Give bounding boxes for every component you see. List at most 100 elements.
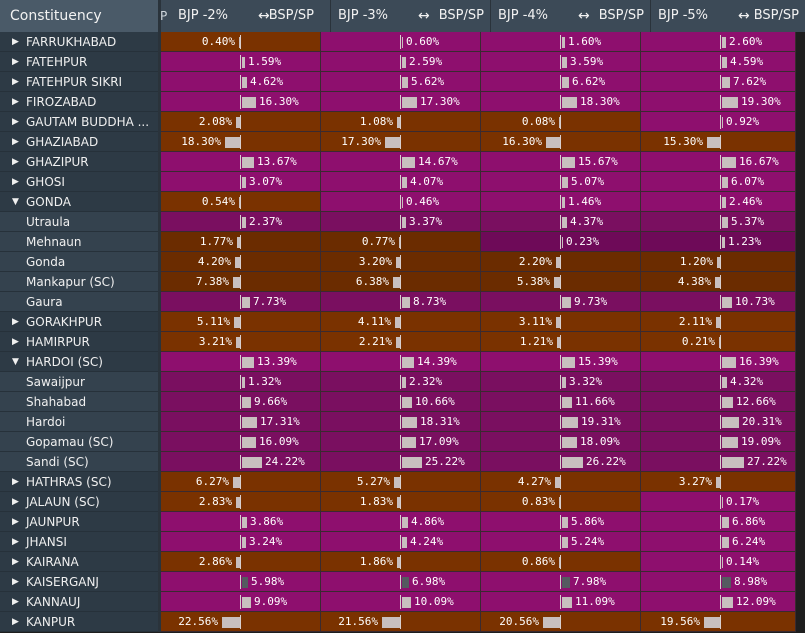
swing-cell[interactable]: 17.30%	[321, 92, 481, 112]
swing-cell[interactable]: 0.21%	[641, 332, 796, 352]
constituency-cell[interactable]: ▶ JHANSI	[0, 532, 158, 552]
column-header-constituency[interactable]: Constituency	[0, 0, 158, 32]
constituency-cell[interactable]: ▶ HATHRAS (SC)	[0, 472, 158, 492]
constituency-cell[interactable]: ▶ GAUTAM BUDDHA ...	[0, 112, 158, 132]
swing-cell[interactable]: 2.83%	[161, 492, 321, 512]
swing-cell[interactable]: 18.31%	[321, 412, 481, 432]
table-row-child[interactable]: Gopamau (SC) 16.09% 17.09% 18.09% 19.09%	[0, 432, 805, 452]
swing-cell[interactable]: 0.40%	[161, 32, 321, 52]
constituency-cell[interactable]: Utraula	[0, 212, 158, 232]
caret-right-icon[interactable]: ▶	[12, 97, 19, 107]
table-row[interactable]: ▶ HATHRAS (SC) 6.27% 5.27% 4.27% 3.27%	[0, 472, 805, 492]
constituency-cell[interactable]: ▶ KAIRANA	[0, 552, 158, 572]
column-divider[interactable]	[650, 0, 651, 32]
swing-cell[interactable]: 4.62%	[161, 72, 321, 92]
table-row-child[interactable]: Mankapur (SC) 7.38% 6.38% 5.38% 4.38%	[0, 272, 805, 292]
swing-cell[interactable]: 4.32%	[641, 372, 796, 392]
swing-cell[interactable]: 2.21%	[321, 332, 481, 352]
table-row[interactable]: ▶ KAISERGANJ 5.98% 6.98% 7.98% 8.98%	[0, 572, 805, 592]
swing-cell[interactable]: 0.60%	[321, 32, 481, 52]
constituency-cell[interactable]: ▶ JAUNPUR	[0, 512, 158, 532]
swing-cell[interactable]: 16.30%	[161, 92, 321, 112]
swing-cell[interactable]: 6.27%	[161, 472, 321, 492]
caret-right-icon[interactable]: ▶	[12, 337, 19, 347]
swing-cell[interactable]: 4.24%	[321, 532, 481, 552]
swing-cell[interactable]: 1.32%	[161, 372, 321, 392]
table-row[interactable]: ▶ JAUNPUR 3.86% 4.86% 5.86% 6.86%	[0, 512, 805, 532]
table-row-child[interactable]: Gonda 4.20% 3.20% 2.20% 1.20%	[0, 252, 805, 272]
caret-right-icon[interactable]: ▶	[12, 117, 19, 127]
swing-cell[interactable]: 1.23%	[641, 232, 796, 252]
swing-cell[interactable]: 10.09%	[321, 592, 481, 612]
swing-cell[interactable]: 11.66%	[481, 392, 641, 412]
swing-cell[interactable]: 4.27%	[481, 472, 641, 492]
swing-cell[interactable]: 1.83%	[321, 492, 481, 512]
caret-right-icon[interactable]: ▶	[12, 497, 19, 507]
swing-cell[interactable]: 6.24%	[641, 532, 796, 552]
swing-cell[interactable]: 5.37%	[641, 212, 796, 232]
swap-arrow-icon[interactable]: ↔	[578, 8, 590, 24]
swing-cell[interactable]: 2.46%	[641, 192, 796, 212]
swing-cell[interactable]: 17.09%	[321, 432, 481, 452]
header-grip[interactable]: P	[160, 9, 168, 23]
swing-cell[interactable]: 0.23%	[481, 232, 641, 252]
swing-cell[interactable]: 2.37%	[161, 212, 321, 232]
swing-cell[interactable]: 6.98%	[321, 572, 481, 592]
swing-cell[interactable]: 3.59%	[481, 52, 641, 72]
swing-cell[interactable]: 9.09%	[161, 592, 321, 612]
caret-right-icon[interactable]: ▶	[12, 157, 19, 167]
swing-cell[interactable]: 12.66%	[641, 392, 796, 412]
swing-cell[interactable]: 19.09%	[641, 432, 796, 452]
caret-right-icon[interactable]: ▶	[12, 477, 19, 487]
constituency-cell[interactable]: Mankapur (SC)	[0, 272, 158, 292]
table-row[interactable]: ▶ GHAZIPUR 13.67% 14.67% 15.67% 16.67%	[0, 152, 805, 172]
table-row[interactable]: ▶ GAUTAM BUDDHA ... 2.08% 1.08% 0.08% 0.92%	[0, 112, 805, 132]
constituency-cell[interactable]: ▶ KANPUR	[0, 612, 158, 632]
swing-cell[interactable]: 2.60%	[641, 32, 796, 52]
constituency-cell[interactable]: ▶ FATEHPUR SIKRI	[0, 72, 158, 92]
constituency-cell[interactable]: Shahabad	[0, 392, 158, 412]
table-row[interactable]: ▶ KANNAUJ 9.09% 10.09% 11.09% 12.09%	[0, 592, 805, 612]
swing-cell[interactable]: 5.62%	[321, 72, 481, 92]
constituency-cell[interactable]: Gaura	[0, 292, 158, 312]
constituency-cell[interactable]: ▶ FATEHPUR	[0, 52, 158, 72]
swing-cell[interactable]: 0.08%	[481, 112, 641, 132]
constituency-cell[interactable]: Sawaijpur	[0, 372, 158, 392]
swing-cell[interactable]: 1.86%	[321, 552, 481, 572]
table-row-child[interactable]: Shahabad 9.66% 10.66% 11.66% 12.66%	[0, 392, 805, 412]
swing-cell[interactable]: 18.30%	[481, 92, 641, 112]
constituency-cell[interactable]: ▶ GHOSI	[0, 172, 158, 192]
swing-cell[interactable]: 10.73%	[641, 292, 796, 312]
table-row[interactable]: ▶ FATEHPUR SIKRI 4.62% 5.62% 6.62% 7.62%	[0, 72, 805, 92]
swing-cell[interactable]: 4.38%	[641, 272, 796, 292]
swap-arrow-icon[interactable]: ↔	[738, 8, 750, 24]
column-divider[interactable]	[330, 0, 331, 32]
swing-cell[interactable]: 5.27%	[321, 472, 481, 492]
swing-cell[interactable]: 5.07%	[481, 172, 641, 192]
swing-cell[interactable]: 22.56%	[161, 612, 321, 632]
swing-cell[interactable]: 2.32%	[321, 372, 481, 392]
swing-cell[interactable]: 0.17%	[641, 492, 796, 512]
swing-cell[interactable]: 4.37%	[481, 212, 641, 232]
swing-cell[interactable]: 2.08%	[161, 112, 321, 132]
caret-down-icon[interactable]: ▼	[12, 197, 19, 207]
table-row[interactable]: ▶ KANPUR 22.56% 21.56% 20.56% 19.56%	[0, 612, 805, 632]
swing-cell[interactable]: 6.38%	[321, 272, 481, 292]
constituency-cell[interactable]: ▶ JALAUN (SC)	[0, 492, 158, 512]
swing-cell[interactable]: 16.39%	[641, 352, 796, 372]
swing-cell[interactable]: 1.60%	[481, 32, 641, 52]
swing-cell[interactable]: 10.66%	[321, 392, 481, 412]
caret-right-icon[interactable]: ▶	[12, 517, 19, 527]
swing-cell[interactable]: 13.67%	[161, 152, 321, 172]
swing-cell[interactable]: 8.73%	[321, 292, 481, 312]
swing-cell[interactable]: 20.56%	[481, 612, 641, 632]
swing-cell[interactable]: 3.24%	[161, 532, 321, 552]
swing-cell[interactable]: 3.32%	[481, 372, 641, 392]
swing-cell[interactable]: 3.37%	[321, 212, 481, 232]
table-row[interactable]: ▶ GHAZIABAD 18.30% 17.30% 16.30% 15.30%	[0, 132, 805, 152]
swing-cell[interactable]: 5.24%	[481, 532, 641, 552]
swing-cell[interactable]: 19.31%	[481, 412, 641, 432]
swing-cell[interactable]: 2.59%	[321, 52, 481, 72]
swing-cell[interactable]: 19.56%	[641, 612, 796, 632]
swing-cell[interactable]: 6.62%	[481, 72, 641, 92]
